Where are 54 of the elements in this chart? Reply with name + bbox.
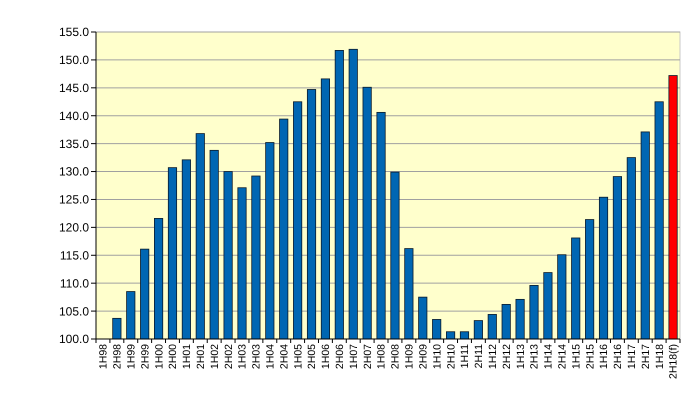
x-tick-label: 1H14 — [542, 344, 555, 370]
x-tick-label: 2H00 — [167, 344, 180, 370]
y-tick-label: 140.0 — [58, 108, 90, 123]
x-tick-label: 2H06 — [334, 344, 346, 370]
x-tick-label: 2H02 — [222, 344, 235, 370]
x-tick-label: 2H11 — [473, 344, 486, 368]
x-tick-label: 1H01 — [181, 344, 194, 370]
x-tick-label: 2H99 — [139, 344, 152, 370]
x-tick-label: 1H04 — [264, 344, 276, 370]
x-tick-label: 2H04 — [278, 344, 290, 370]
y-tick-label: 120.0 — [58, 220, 90, 235]
x-tick-label: 1H00 — [153, 344, 166, 370]
x-tick-label: 2H13 — [528, 344, 541, 370]
x-tick-label: 2H03 — [250, 344, 263, 370]
x-tick-label: 1H16 — [598, 344, 610, 370]
x-tick-label: 2H08 — [390, 344, 402, 370]
y-tick-label: 145.0 — [58, 81, 90, 96]
x-tick-label: 1H98 — [98, 344, 110, 370]
x-tick-label: 2H17 — [640, 344, 652, 370]
y-tick-label: 150.0 — [58, 53, 90, 68]
x-tick-label: 2H07 — [362, 344, 374, 370]
x-tick-label: 1H07 — [348, 344, 360, 370]
x-tick-label: 1H18 — [654, 344, 666, 370]
x-tick-label: 2H09 — [417, 344, 430, 370]
x-tick-label: 1H08 — [376, 344, 388, 370]
y-tick-label: 135.0 — [58, 136, 90, 151]
y-tick-label: 105.0 — [58, 304, 90, 318]
x-tick-label: 2H15 — [584, 344, 596, 370]
x-tick-label: 1H11 — [459, 344, 472, 368]
x-tick-label: 2H10 — [445, 344, 458, 370]
x-tick-label: 1H17 — [626, 344, 638, 370]
y-tick-label: 115.0 — [60, 248, 90, 262]
x-tick-label: 1H05 — [292, 344, 304, 370]
x-tick-label: 2H12 — [500, 344, 513, 370]
x-tick-label: 2H05 — [306, 344, 318, 370]
y-tick-label: 130.0 — [58, 164, 90, 179]
x-tick-label: 1H02 — [208, 344, 221, 370]
y-tick-label: 125.0 — [58, 192, 90, 207]
x-tick-label: 2H01 — [194, 344, 207, 370]
x-tick-label: 1H12 — [486, 344, 499, 370]
y-tick-label: 110.0 — [60, 276, 90, 290]
x-tick-label: 1H15 — [570, 344, 582, 370]
y-tick-label: 100.0 — [58, 332, 90, 346]
x-tick-label: 1H06 — [320, 344, 332, 370]
x-tick-label: 1H03 — [236, 344, 249, 370]
x-tick-label: 2H18(f) — [668, 344, 680, 380]
x-tick-label: 1H99 — [125, 344, 138, 370]
x-tick-label: 1H09 — [404, 344, 416, 370]
x-tick-label: 1H10 — [431, 344, 444, 370]
x-tick-label: 1H13 — [514, 344, 527, 370]
x-tick-label: 2H14 — [556, 344, 568, 370]
y-tick-label: 155.0 — [58, 25, 90, 40]
x-tick-label: 2H16 — [612, 344, 624, 370]
x-tick-label: 2H98 — [112, 344, 124, 370]
